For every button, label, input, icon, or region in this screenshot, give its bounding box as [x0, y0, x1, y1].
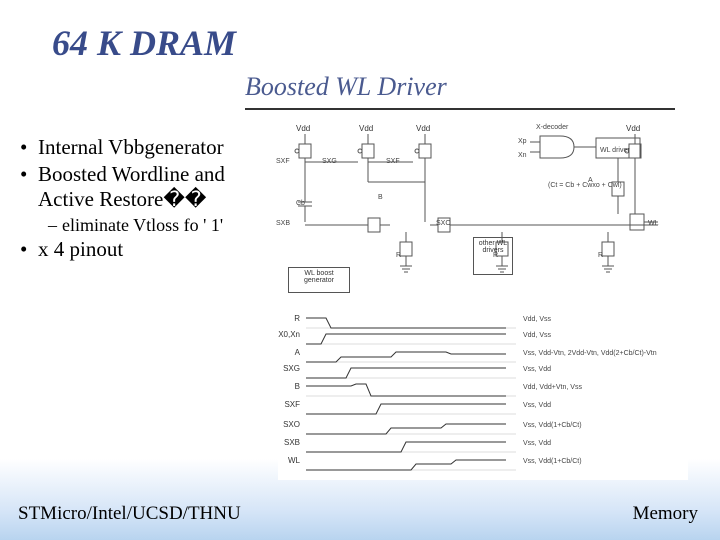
diagram-box: WL boost generator — [288, 267, 350, 293]
bullet-item: •Boosted Wordline and Active Restore�� — [20, 162, 270, 212]
footer-left: STMicro/Intel/UCSD/THNU — [18, 503, 241, 525]
diagram-label: R — [396, 252, 401, 259]
diagram-label: Xp — [518, 138, 527, 145]
diagram-box: other WL drivers — [473, 237, 513, 275]
diagram-label: Xn — [518, 152, 527, 159]
timing-diagram: RVdd, VssX0,XnVdd, VssAVss, Vdd-Vtn, 2Vd… — [278, 310, 688, 480]
diagram-label: SXB — [276, 220, 290, 227]
circuit-diagram: VddVddVddVddX-decoderXpXnWL driverSXFSXG… — [278, 122, 688, 312]
slide-subtitle: Boosted WL Driver — [245, 72, 447, 102]
diagram-label: SXO — [436, 220, 451, 227]
diagram-label: WL — [648, 220, 659, 227]
diagram-label: SXG — [322, 158, 337, 165]
slide-title: 64 K DRAM — [52, 22, 236, 64]
footer-right: Memory — [633, 503, 698, 525]
diagram-label: SXF — [276, 158, 290, 165]
diagram-label: WL driver — [600, 147, 630, 154]
bullet-list: •Internal Vbbgenerator•Boosted Wordline … — [20, 135, 270, 263]
diagram-caption: (Ct = Cb + Cwxo + Cwl) — [548, 182, 622, 189]
diagram-label: X-decoder — [536, 124, 568, 131]
diagram-label: SXF — [386, 158, 400, 165]
sub-bullet-item: –eliminate Vtloss fo ' 1' — [48, 215, 270, 236]
diagram-label: B — [378, 194, 383, 201]
diagram-label: Cb — [296, 200, 305, 207]
bullet-item: •Internal Vbbgenerator — [20, 135, 270, 160]
diagram-label: R — [598, 252, 603, 259]
subtitle-underline — [245, 108, 675, 110]
bullet-item: •x 4 pinout — [20, 237, 270, 262]
